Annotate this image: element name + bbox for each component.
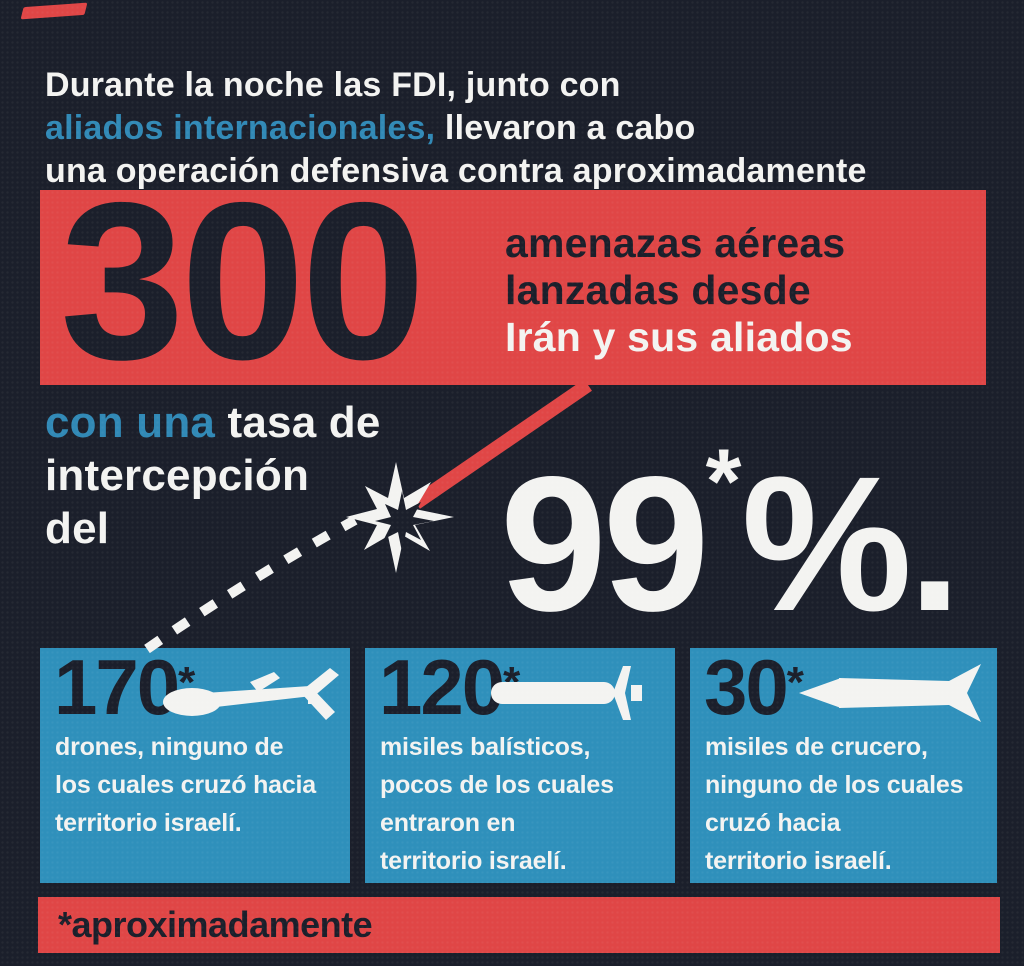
- stat-description: misiles balísticos, pocos de los cuales …: [380, 728, 614, 880]
- interception-lead: con una tasa de intercepción del: [45, 396, 381, 555]
- stat-card-cruise-missiles: 30* misiles de crucero, ninguno de los c…: [690, 648, 997, 883]
- interception-rate: 99*%.: [500, 436, 961, 640]
- stat-desc-line: misiles balísticos,: [380, 733, 591, 761]
- stat-desc-line: territorio israelí.: [705, 847, 892, 875]
- threat-desc-line-3: Irán y sus aliados: [505, 314, 853, 360]
- stat-description: drones, ninguno de los cuales cruzó haci…: [55, 728, 316, 842]
- interception-line-1: con una tasa de: [45, 396, 381, 449]
- stat-desc-line: ninguno de los cuales: [705, 771, 964, 799]
- footnote-bar: *aproximadamente: [38, 897, 1000, 953]
- stat-desc-line: los cuales cruzó hacia: [55, 771, 316, 799]
- intro-headline: Durante la noche las FDI, junto con alia…: [45, 64, 867, 193]
- stat-number: 170: [54, 648, 180, 731]
- stat-desc-line: entraron en: [380, 809, 516, 837]
- intro-line-2-rest: llevaron a cabo: [435, 109, 696, 147]
- stat-number: 120: [379, 648, 505, 731]
- interception-starburst-inner-icon: [375, 491, 434, 552]
- stat-asterisk: *: [786, 658, 804, 707]
- stat-desc-line: pocos de los cuales: [380, 771, 614, 799]
- interception-line-1-rest: tasa de: [215, 398, 381, 447]
- intro-line-1: Durante la noche las FDI, junto con: [45, 66, 621, 104]
- interception-line-2: intercepción: [45, 451, 310, 500]
- stat-value: 30*: [704, 648, 804, 726]
- stat-desc-line: drones, ninguno de: [55, 733, 284, 761]
- red-brush-mark: [20, 2, 88, 20]
- stat-desc-line: territorio israelí.: [55, 809, 242, 837]
- drone-icon: [163, 668, 339, 720]
- stat-card-drones: 170* drones, ninguno de los cuales cruzó…: [40, 648, 350, 883]
- interception-line-3: del: [45, 504, 110, 553]
- stat-number: 30: [704, 648, 789, 731]
- stat-description: misiles de crucero, ninguno de los cuale…: [705, 728, 964, 880]
- threat-count: 300: [60, 155, 426, 406]
- stat-card-ballistic-missiles: 120* misiles balísticos, pocos de los cu…: [365, 648, 675, 883]
- stat-desc-line: misiles de crucero,: [705, 733, 928, 761]
- stat-desc-line: territorio israelí.: [380, 847, 567, 875]
- cruise-missile-icon: [799, 664, 981, 722]
- interception-line-1-highlight: con una: [45, 398, 216, 447]
- threat-desc-line-1: amenazas aéreas: [505, 220, 846, 266]
- stat-desc-line: cruzó hacia: [705, 809, 841, 837]
- threat-description: amenazas aéreas lanzadas desde Irán y su…: [505, 220, 853, 361]
- intro-line-2: aliados internacionales, llevaron a cabo: [45, 107, 867, 150]
- threat-desc-line-2: lanzadas desde: [505, 267, 811, 313]
- rate-suffix: %.: [741, 436, 961, 651]
- rate-asterisk: *: [705, 431, 742, 533]
- intro-line-2-highlight: aliados internacionales,: [45, 109, 436, 147]
- rate-number: 99: [500, 436, 710, 651]
- ballistic-missile-icon: [491, 666, 642, 720]
- footnote-text: *aproximadamente: [58, 904, 373, 945]
- stat-value: 170*: [54, 648, 195, 726]
- threat-banner: 300 amenazas aéreas lanzadas desde Irán …: [40, 169, 986, 393]
- intro-line-3: una operación defensiva contra aproximad…: [45, 152, 867, 190]
